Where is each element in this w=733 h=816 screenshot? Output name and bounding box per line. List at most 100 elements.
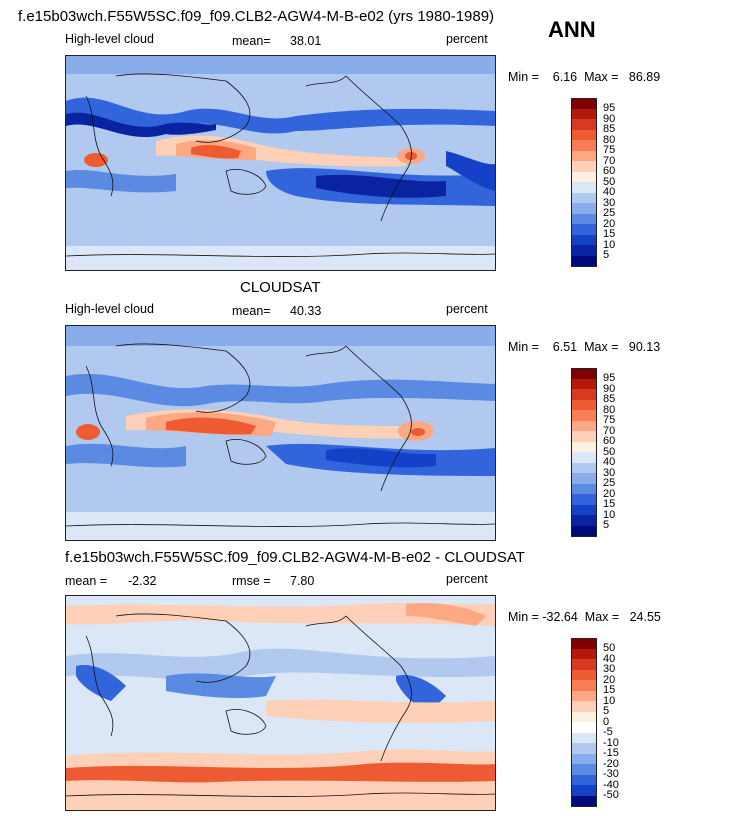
colorbar-tick-label: 20 xyxy=(603,673,616,686)
colorbar-tick-label: 60 xyxy=(603,165,616,177)
antarctic-band xyxy=(66,246,495,270)
colorbar-tick-label: 15 xyxy=(603,498,616,510)
subtropic-core-south-pacific xyxy=(326,448,436,468)
panel3-rmse-label: rmse = xyxy=(232,574,271,588)
colorbar-tick-label: 70 xyxy=(603,424,616,437)
colorbar-tick-label: 40 xyxy=(603,186,616,198)
panel2-map-field xyxy=(66,326,495,540)
colorbar-tick-label: 15 xyxy=(603,228,616,240)
colorbar-tick-label: 90 xyxy=(603,382,616,395)
antarctic-band xyxy=(66,512,495,540)
season-label: ANN xyxy=(548,17,596,42)
panel2-mean-value: 40.33 xyxy=(290,304,322,318)
colorbar-tick-label: 20 xyxy=(603,487,616,500)
map-background xyxy=(66,56,495,270)
south-pacific-positive xyxy=(266,699,495,724)
panel1-units: percent xyxy=(446,32,488,46)
colorbar-tick-label: 50 xyxy=(603,445,616,458)
panel1-map xyxy=(65,55,496,271)
panel3-mean-label: mean = xyxy=(65,574,108,588)
colorbar-tick-label: 90 xyxy=(603,112,616,125)
colorbar-tick-label: -50 xyxy=(603,789,619,801)
colorbar-tick-label: 30 xyxy=(603,196,616,209)
panel1-variable-label: High-level cloud xyxy=(65,32,154,46)
panel1-title: f.e15b03wch.F55W5SC.f09_f09.CLB2-AGW4-M-… xyxy=(18,8,495,25)
panel1-mean-value: 38.01 xyxy=(290,34,322,48)
subtropic-core-north xyxy=(66,112,216,138)
colorbar-tick-label: -10 xyxy=(603,736,619,749)
subtropic-band-south-atlantic xyxy=(446,151,495,191)
panel3-map-field xyxy=(66,596,495,810)
panel3-mean-value: -2.32 xyxy=(128,574,157,588)
colorbar-tick-label: 30 xyxy=(603,466,616,479)
colorbar-tick-label: 60 xyxy=(603,435,616,447)
maritime-continent-core xyxy=(166,417,256,435)
colorbar-tick-label: 0 xyxy=(603,715,610,728)
colorbar-tick-label: 40 xyxy=(603,652,616,665)
africa-cloud-max xyxy=(84,153,108,167)
panel2-variable-label: High-level cloud xyxy=(65,302,154,316)
colorbar-tick-label: -5 xyxy=(603,726,613,738)
colorbar-tick-label: 30 xyxy=(603,663,616,675)
subtropic-core-south-pacific xyxy=(316,174,446,198)
africa-negative xyxy=(76,665,126,701)
panel3-map xyxy=(65,595,496,811)
southern-ocean-core xyxy=(66,762,495,783)
colorbar-tick-label: 5 xyxy=(603,249,610,261)
colorbar-tick-label: -15 xyxy=(603,747,619,759)
panel2-map xyxy=(65,325,496,541)
subtropic-band-south-indian xyxy=(66,169,176,193)
maritime-continent-negative xyxy=(166,673,276,699)
panel3-minmax: Min = -32.64 Max = 24.55 xyxy=(508,610,661,624)
maritime-continent-core xyxy=(191,144,241,159)
subtropic-negative-band xyxy=(66,648,495,680)
panel1-minmax: Min = 6.16 Max = 86.89 xyxy=(508,70,661,84)
subtropic-band-north xyxy=(66,373,495,407)
panel3-units: percent xyxy=(446,572,488,586)
colorbar-tick-label: 70 xyxy=(603,154,616,167)
colorbar-tick-label: 80 xyxy=(603,403,616,416)
colorbar-tick-label: 15 xyxy=(603,684,616,696)
colorbar-tick-label: 5 xyxy=(603,705,610,717)
arctic-band xyxy=(66,56,495,74)
panel1-mean-label: mean= xyxy=(232,34,271,48)
colorbar-tick-label: 95 xyxy=(603,372,616,384)
panel2-units: percent xyxy=(446,302,488,316)
colorbar-tick-label: 10 xyxy=(603,508,616,521)
panel1-map-field xyxy=(66,56,495,270)
panel3-rmse-value: 7.80 xyxy=(290,574,315,588)
colorbar-tick-label: 80 xyxy=(603,133,616,146)
colorbar-tick-label: 10 xyxy=(603,238,616,251)
panel3-coastlines xyxy=(66,613,495,797)
arctic-positive-core xyxy=(406,603,486,626)
colorbar-frame xyxy=(571,98,597,267)
panel2-coastlines xyxy=(66,343,495,527)
colorbar-tick-label: 50 xyxy=(603,642,616,654)
colorbar-tick-label: -20 xyxy=(603,757,619,770)
africa-cloud-max xyxy=(76,424,100,440)
subtropic-band-south-indian xyxy=(66,443,186,468)
colorbar-tick-label: 20 xyxy=(603,217,616,230)
colorbar-tick-label: 85 xyxy=(603,393,616,405)
amazon-cloud-core xyxy=(411,428,425,436)
panel1-coastlines xyxy=(66,73,495,257)
panel2-title: CLOUDSAT xyxy=(240,279,321,296)
panel2-minmax: Min = 6.51 Max = 90.13 xyxy=(508,340,661,354)
panel3-title: f.e15b03wch.F55W5SC.f09_f09.CLB2-AGW4-M-… xyxy=(65,549,525,566)
colorbar-tick-label: 75 xyxy=(603,144,616,156)
colorbar-frame xyxy=(571,368,597,537)
amazon-negative xyxy=(396,675,446,711)
colorbar-tick-label: 50 xyxy=(603,175,616,188)
colorbar-tick-label: 40 xyxy=(603,456,616,468)
colorbar-tick-label: 5 xyxy=(603,519,610,531)
colorbar-tick-label: -30 xyxy=(603,768,619,780)
arctic-band xyxy=(66,326,495,346)
colorbar-tick-label: 25 xyxy=(603,477,616,489)
colorbar-tick-label: 10 xyxy=(603,694,616,707)
colorbar-tick-label: 85 xyxy=(603,123,616,135)
colorbar-tick-label: 75 xyxy=(603,414,616,426)
colorbar-tick-label: 95 xyxy=(603,102,616,114)
colorbar-tick-label: -40 xyxy=(603,778,619,791)
arctic-positive-band xyxy=(66,603,495,626)
colorbar-frame xyxy=(571,638,597,807)
